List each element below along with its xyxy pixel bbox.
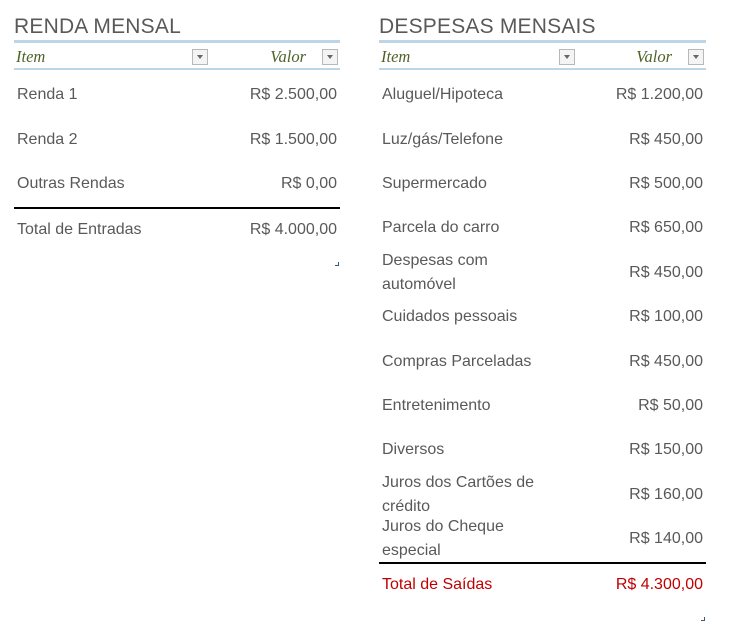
row-value: R$ 2.500,00: [249, 86, 337, 104]
row-label: Juros dos Cartões de crédito: [382, 473, 535, 515]
row-value: R$ 140,00: [629, 530, 703, 548]
table-row[interactable]: Diversos R$ 150,00: [379, 428, 706, 472]
row-value: R$ 150,00: [629, 441, 703, 459]
row-label: Despesas com automóvel: [382, 251, 488, 293]
income-table: RENDA MENSAL Item Valor Renda 1 R$ 2.500…: [14, 14, 340, 266]
table-row[interactable]: Juros dos Cartões de crédito R$ 160,00: [379, 473, 706, 517]
expenses-table: DESPESAS MENSAIS Item Valor Aluguel/Hipo…: [379, 14, 706, 621]
row-label: Aluguel/Hipoteca: [382, 86, 503, 104]
table-row[interactable]: Despesas com automóvel R$ 450,00: [379, 251, 706, 295]
row-label: Entretenimento: [382, 396, 491, 414]
row-value: R$ 450,00: [629, 352, 703, 370]
row-label: Compras Parceladas: [382, 352, 532, 370]
row-label: Parcela do carro: [382, 219, 500, 237]
row-label: Supermercado: [382, 174, 487, 192]
total-value: R$ 4.300,00: [615, 576, 703, 594]
expenses-value-filter-dropdown-icon[interactable]: [688, 49, 704, 65]
expenses-header-item: Item: [381, 47, 411, 66]
row-value: R$ 0,00: [280, 174, 337, 192]
row-value: R$ 450,00: [629, 130, 703, 148]
table-row[interactable]: Renda 2 R$ 1.500,00: [14, 117, 340, 161]
income-header-row: Item Valor: [14, 40, 340, 70]
row-value: R$ 650,00: [629, 219, 703, 237]
row-label: Diversos: [382, 441, 445, 459]
row-value: R$ 500,00: [629, 174, 703, 192]
table-row[interactable]: Cuidados pessoais R$ 100,00: [379, 295, 706, 339]
row-value: R$ 450,00: [629, 263, 703, 281]
table-resize-handle-icon[interactable]: [701, 616, 705, 621]
table-row[interactable]: Juros do Cheque especial R$ 140,00: [379, 517, 706, 561]
row-label: Renda 2: [17, 130, 78, 148]
expenses-header-value: Valor: [636, 47, 672, 66]
row-label: Cuidados pessoais: [382, 308, 518, 326]
table-row[interactable]: Parcela do carro R$ 650,00: [379, 206, 706, 250]
income-title: RENDA MENSAL: [14, 15, 181, 38]
table-row[interactable]: Luz/gás/Telefone R$ 450,00: [379, 117, 706, 161]
income-header-value: Valor: [270, 47, 306, 66]
table-resize-handle-icon[interactable]: [335, 261, 339, 266]
table-row[interactable]: Compras Parceladas R$ 450,00: [379, 339, 706, 383]
row-label: Renda 1: [17, 86, 78, 104]
row-value: R$ 100,00: [629, 308, 703, 326]
table-row[interactable]: Aluguel/Hipoteca R$ 1.200,00: [379, 73, 706, 117]
row-label: Outras Rendas: [17, 174, 125, 192]
table-row[interactable]: Renda 1 R$ 2.500,00: [14, 73, 340, 117]
total-label: Total de Saídas: [382, 576, 493, 594]
total-value: R$ 4.000,00: [249, 221, 337, 239]
row-value: R$ 1.500,00: [249, 130, 337, 148]
table-row[interactable]: Supermercado R$ 500,00: [379, 162, 706, 206]
row-value: R$ 50,00: [638, 396, 703, 414]
row-value: R$ 160,00: [629, 485, 703, 503]
income-value-filter-dropdown-icon[interactable]: [322, 49, 338, 65]
row-label: Luz/gás/Telefone: [382, 130, 503, 148]
income-item-filter-dropdown-icon[interactable]: [192, 49, 208, 65]
expenses-total-row[interactable]: Total de Saídas R$ 4.300,00: [379, 562, 706, 606]
expenses-title: DESPESAS MENSAIS: [379, 15, 596, 38]
expenses-header-row: Item Valor: [379, 40, 706, 70]
table-row[interactable]: Outras Rendas R$ 0,00: [14, 162, 340, 206]
table-row[interactable]: Entretenimento R$ 50,00: [379, 384, 706, 428]
total-label: Total de Entradas: [17, 221, 142, 239]
row-label: Juros do Cheque especial: [382, 518, 504, 560]
income-header-item: Item: [16, 47, 46, 66]
income-total-row[interactable]: Total de Entradas R$ 4.000,00: [14, 207, 340, 251]
row-value: R$ 1.200,00: [615, 86, 703, 104]
expenses-item-filter-dropdown-icon[interactable]: [559, 49, 575, 65]
